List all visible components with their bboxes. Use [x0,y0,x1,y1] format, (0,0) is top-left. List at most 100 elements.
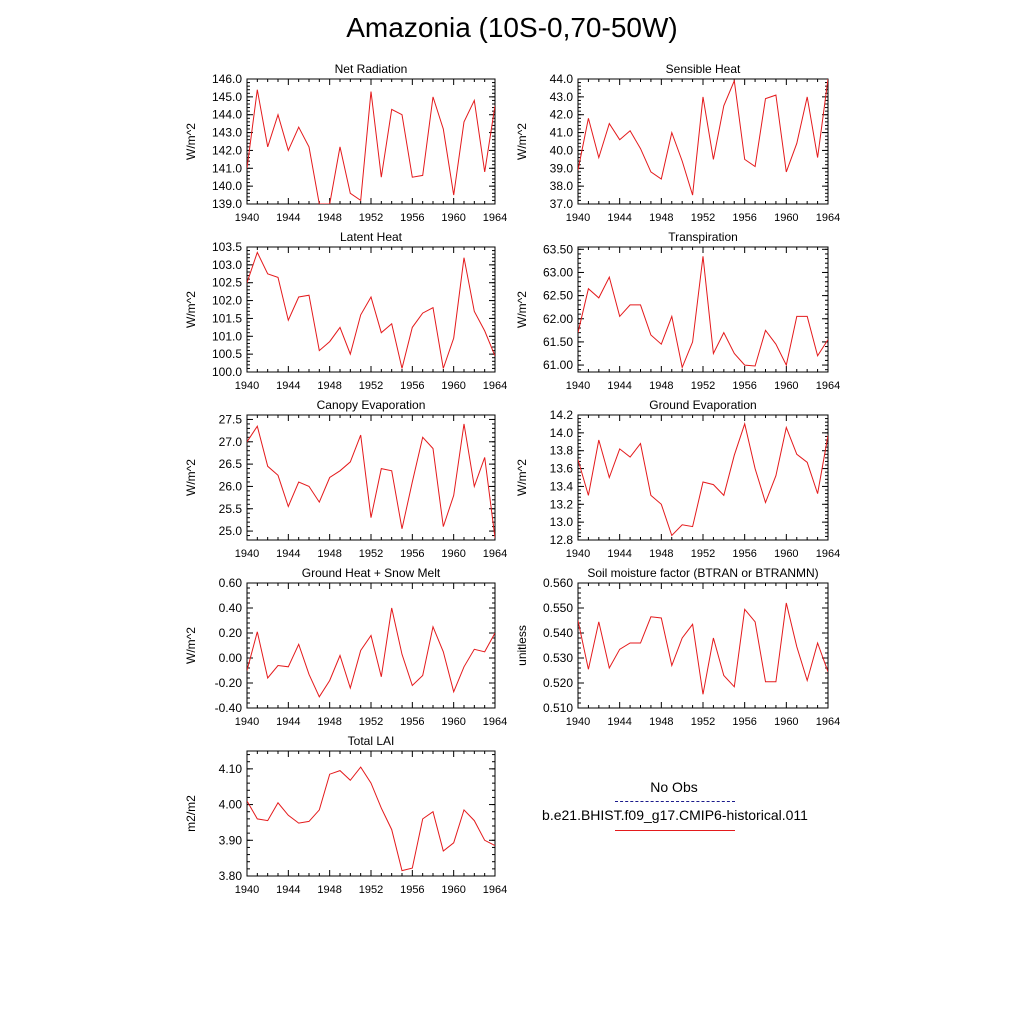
y-axis-label: W/m^2 [184,459,198,496]
y-tick-label: 25.5 [219,502,243,516]
x-tick-label: 1964 [816,716,840,728]
x-tick-label: 1960 [441,212,465,224]
x-tick-label: 1944 [607,212,631,224]
panel-title: Total LAI [348,734,395,748]
x-tick-label: 1940 [566,716,590,728]
series-line [578,256,828,370]
x-tick-label: 1960 [441,884,465,896]
y-tick-label: 61.00 [543,358,573,372]
x-tick-label: 1964 [816,380,840,392]
x-tick-label: 1956 [400,548,424,560]
x-tick-label: 1944 [276,884,300,896]
y-tick-label: 143.0 [212,126,242,140]
y-tick-label: 27.5 [219,412,243,426]
x-tick-label: 1964 [483,212,507,224]
y-axis-label: W/m^2 [184,123,198,160]
x-tick-label: 1940 [566,212,590,224]
panel-title: Ground Heat + Snow Melt [302,566,441,580]
y-tick-label: 42.0 [550,108,574,122]
plot-frame [577,246,829,373]
y-tick-label: 26.0 [219,479,243,493]
legend-model-label: b.e21.BHIST.f09_g17.CMIP6-historical.011 [542,807,808,823]
x-tick-label: 1940 [235,212,259,224]
x-tick-label: 1964 [483,884,507,896]
x-tick-label: 1956 [400,884,424,896]
y-tick-label: 14.2 [550,408,574,422]
y-tick-label: 39.0 [550,161,574,175]
y-tick-label: 14.0 [550,426,574,440]
x-tick-label: 1944 [276,716,300,728]
x-tick-label: 1956 [732,716,756,728]
x-tick-label: 1960 [441,380,465,392]
y-tick-label: 0.530 [543,651,573,665]
x-tick-label: 1960 [441,548,465,560]
y-tick-label: 44.0 [550,72,574,86]
y-tick-label: 102.5 [212,276,242,290]
x-tick-label: 1948 [649,212,673,224]
x-tick-label: 1960 [774,212,798,224]
chart-panel: 1940 1944 1948 1952 1956 1960 1964 37.0 38.0 39.0… [515,62,840,224]
x-tick-label: 1956 [732,380,756,392]
chart-panel: 1940 1944 1948 1952 1956 1960 1964 25.0 25.5 26.0… [184,398,507,560]
y-tick-label: -0.20 [215,676,243,690]
panel-title: Latent Heat [340,230,403,244]
y-axis-label: W/m^2 [515,123,529,160]
y-tick-label: 63.50 [543,242,573,256]
x-tick-label: 1948 [649,716,673,728]
x-tick-label: 1940 [235,716,259,728]
x-tick-label: 1964 [816,212,840,224]
panel-title: Soil moisture factor (BTRAN or BTRANMN) [587,566,818,580]
x-tick-label: 1956 [732,548,756,560]
y-tick-label: 26.5 [219,457,243,471]
x-tick-label: 1948 [317,380,341,392]
y-tick-label: 146.0 [212,72,242,86]
x-tick-label: 1964 [483,548,507,560]
legend-obs-line [615,801,735,802]
y-tick-label: 101.0 [212,329,242,343]
x-tick-label: 1948 [649,380,673,392]
y-tick-label: 3.90 [219,833,243,847]
plot-frame [246,78,496,205]
series-line [247,251,495,369]
x-tick-label: 1960 [441,716,465,728]
y-tick-label: 43.0 [550,90,574,104]
chart-panel: 1940 1944 1948 1952 1956 1960 1964 12.8 13.0 13.2… [515,398,840,560]
y-tick-label: 141.0 [212,161,242,175]
y-tick-label: -0.40 [215,701,243,715]
y-tick-label: 144.0 [212,108,242,122]
series-line [247,423,495,538]
x-tick-label: 1952 [359,212,383,224]
y-tick-label: 62.50 [543,289,573,303]
y-tick-label: 4.00 [219,798,243,812]
y-tick-label: 63.00 [543,265,573,279]
legend-obs-label: No Obs [650,779,698,795]
x-tick-label: 1944 [607,380,631,392]
plot-frame [577,414,829,541]
series-line [578,422,828,537]
y-tick-label: 103.0 [212,258,242,272]
y-tick-label: 61.50 [543,335,573,349]
y-tick-label: 38.0 [550,179,574,193]
x-tick-label: 1952 [359,548,383,560]
y-tick-label: 103.5 [212,240,242,254]
y-axis-label: unitless [515,625,529,666]
y-tick-label: 62.00 [543,312,573,326]
x-tick-label: 1948 [317,716,341,728]
y-axis-label: W/m^2 [515,291,529,328]
series-line [578,602,828,695]
x-tick-label: 1956 [400,212,424,224]
y-axis-label: m2/m2 [184,795,198,832]
y-tick-label: 0.540 [543,626,573,640]
y-tick-label: 0.510 [543,701,573,715]
x-tick-label: 1960 [774,548,798,560]
x-tick-label: 1964 [483,716,507,728]
panel-title: Canopy Evaporation [317,398,426,412]
x-tick-label: 1952 [359,884,383,896]
panel-title: Ground Evaporation [649,398,756,412]
x-tick-label: 1964 [483,380,507,392]
y-tick-label: 102.0 [212,294,242,308]
y-tick-label: 142.0 [212,143,242,157]
y-tick-label: 25.0 [219,524,243,538]
x-tick-label: 1948 [317,884,341,896]
